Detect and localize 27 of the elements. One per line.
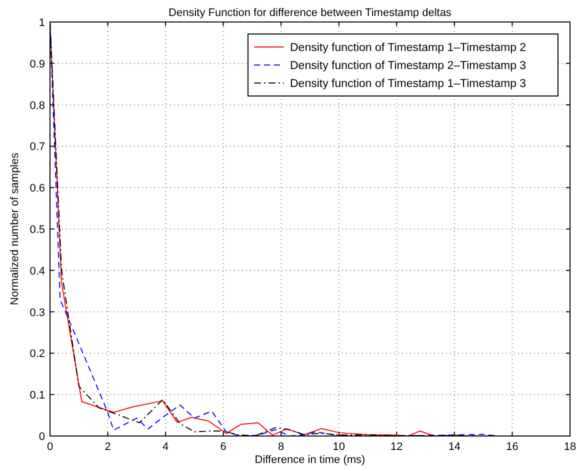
y-tick-label: 0.4 — [30, 265, 45, 278]
y-tick-label: 0.2 — [30, 348, 45, 360]
x-axis-title: Difference in time (ms) — [254, 454, 366, 466]
y-tick-label: 0.3 — [30, 306, 45, 319]
x-tick-label: 2 — [104, 441, 111, 453]
x-tick-label: 4 — [162, 441, 169, 453]
chart-title: Density Function for difference between Timestamp deltas — [168, 7, 452, 19]
y-tick-label: 0.9 — [30, 58, 45, 70]
y-tick-label: 0.5 — [30, 224, 45, 236]
x-tick-label: 12 — [390, 441, 403, 453]
y-tick-label: 0.8 — [30, 100, 45, 112]
legend-label: Density function of Timestamp 1–Timestamp 3 — [290, 78, 526, 90]
x-tick-label: 16 — [506, 441, 518, 453]
legend-label: Density function of Timestamp 1–Timestamp 2 — [290, 42, 526, 54]
x-tick-label: 14 — [448, 441, 461, 453]
x-tick-label: 0 — [46, 441, 54, 453]
x-tick-label: 10 — [332, 441, 346, 453]
legend-label: Density function of Timestamp 2–Timestamp 3 — [290, 60, 526, 72]
y-axis-title: Normalized number of samples — [9, 152, 21, 306]
y-tick-label: 0 — [38, 431, 45, 443]
x-tick-label: 6 — [220, 441, 226, 453]
y-tick-label: 0.1 — [30, 390, 45, 402]
y-tick-label: 0.6 — [30, 182, 45, 195]
y-tick-label: 1 — [38, 17, 45, 29]
x-tick-label: 8 — [278, 441, 284, 453]
x-tick-label: 18 — [564, 441, 576, 453]
y-tick-label: 0.7 — [30, 141, 45, 154]
